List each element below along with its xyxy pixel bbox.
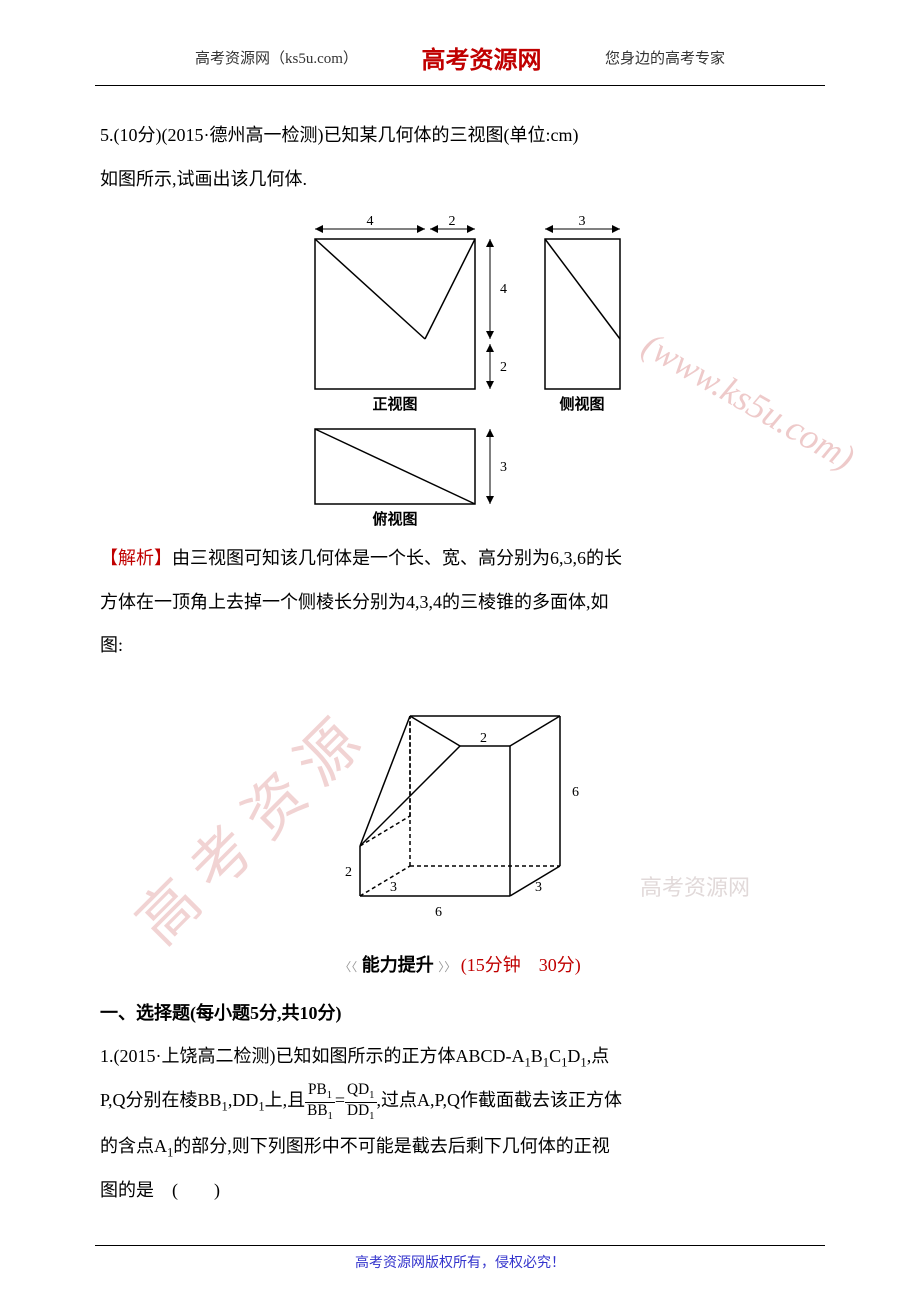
dim-3-top: 3 (579, 214, 586, 229)
header-center-title: 高考资源网 (421, 40, 541, 75)
q1-l1-e: ,点 (587, 1046, 610, 1066)
q1-s7: 1 (327, 1089, 332, 1101)
q1-l3-b: 的部分,则下列图形中不可能是截去后剩下几何体的正视 (173, 1136, 610, 1156)
q1-line1: 1.(2015·上饶高二检测)已知如图所示的正方体ABCD-A1B1C1D1,点 (100, 1037, 820, 1077)
q1-l1-c: C (549, 1046, 561, 1066)
q1-frac1: PB1BB1 (305, 1082, 335, 1123)
solid-dim-3a: 3 (390, 880, 397, 895)
three-views-svg: 4 2 4 2 正视图 (275, 209, 645, 529)
q1-eq: = (335, 1090, 345, 1110)
q1-fd-b: DD (347, 1102, 369, 1119)
page-header: 高考资源网（ks5u.com） 高考资源网 您身边的高考专家 (95, 0, 825, 86)
deco-left: 〈〈 (339, 960, 357, 974)
dim-2-top: 2 (449, 214, 456, 229)
analysis-text1: 由三视图可知该几何体是一个长、宽、高分别为6,3,6的长 (172, 548, 622, 568)
analysis-line2: 方体在一顶角上去掉一个侧棱长分别为4,3,4的三棱锥的多面体,如 (100, 583, 820, 623)
ability-section-header: 〈〈 能力提升 〉〉 (15分钟 30分) (100, 946, 820, 986)
q1-line3: 的含点A1的部分,则下列图形中不可能是截去后剩下几何体的正视 (100, 1127, 820, 1167)
q1-l1-b: B (531, 1046, 543, 1066)
q1-l3-a: 的含点A (100, 1136, 167, 1156)
main-content: 5.(10分)(2015·德州高一检测)已知某几何体的三视图(单位:cm) 如图… (0, 86, 920, 1235)
q5-line1: 5.(10分)(2015·德州高一检测)已知某几何体的三视图(单位:cm) (100, 116, 820, 156)
dim-4-top: 4 (367, 214, 374, 229)
deco-right: 〉〉 (438, 960, 456, 974)
solid-dim-3b: 3 (535, 880, 542, 895)
q5-line2: 如图所示,试画出该几何体. (100, 160, 820, 200)
side-view-label: 侧视图 (559, 395, 604, 413)
front-view-label: 正视图 (372, 395, 417, 413)
solid-dim-2a: 2 (480, 731, 487, 746)
solid-svg: 2 6 2 3 3 6 (300, 676, 620, 936)
section1-title: 一、选择题(每小题5分,共10分) (100, 994, 820, 1034)
q1-l2-c: 上,且 (265, 1090, 306, 1110)
q1-s9: 1 (369, 1089, 374, 1101)
header-right-text: 您身边的高考专家 (605, 47, 725, 68)
q1-line4: 图的是 ( ) (100, 1171, 820, 1211)
analysis-label: 【解析】 (100, 548, 172, 568)
top-view-label: 俯视图 (372, 510, 417, 528)
three-views-figure: 4 2 4 2 正视图 (100, 209, 820, 529)
q1-l2-a: P,Q分别在棱BB (100, 1090, 222, 1110)
solid-dim-6b: 6 (435, 905, 442, 920)
analysis-line1: 【解析】由三视图可知该几何体是一个长、宽、高分别为6,3,6的长 (100, 539, 820, 579)
solid-dim-2b: 2 (345, 865, 352, 880)
dim-4-right: 4 (500, 282, 507, 297)
dim-3-right: 3 (500, 460, 507, 475)
q1-fn-a: PB (308, 1081, 327, 1098)
dim-2-right: 2 (500, 360, 507, 375)
q1-s10: 1 (369, 1110, 374, 1122)
page-footer: 高考资源网版权所有，侵权必究！ (95, 1245, 825, 1272)
q1-l2-d: ,过点A,P,Q作截面截去该正方体 (377, 1090, 623, 1110)
analysis-line3: 图: (100, 626, 820, 666)
solid-figure: 2 6 2 3 3 6 (100, 676, 820, 936)
q1-frac2: QD1DD1 (345, 1082, 376, 1123)
q1-fn-b: QD (347, 1081, 369, 1098)
solid-dim-6a: 6 (572, 785, 579, 800)
q1-l2-b: ,DD (228, 1090, 259, 1110)
q1-l1-d: D (567, 1046, 580, 1066)
q1-l1-a: 1.(2015·上饶高二检测)已知如图所示的正方体ABCD-A (100, 1046, 524, 1066)
ability-label: 能力提升 (362, 955, 434, 975)
header-left-text: 高考资源网（ks5u.com） (195, 47, 358, 68)
q1-line2: P,Q分别在棱BB1,DD1上,且PB1BB1=QD1DD1,过点A,P,Q作截… (100, 1081, 820, 1122)
time-label: (15分钟 30分) (461, 955, 581, 975)
q1-s8: 1 (328, 1110, 333, 1122)
q1-fd-a: BB (307, 1102, 327, 1119)
